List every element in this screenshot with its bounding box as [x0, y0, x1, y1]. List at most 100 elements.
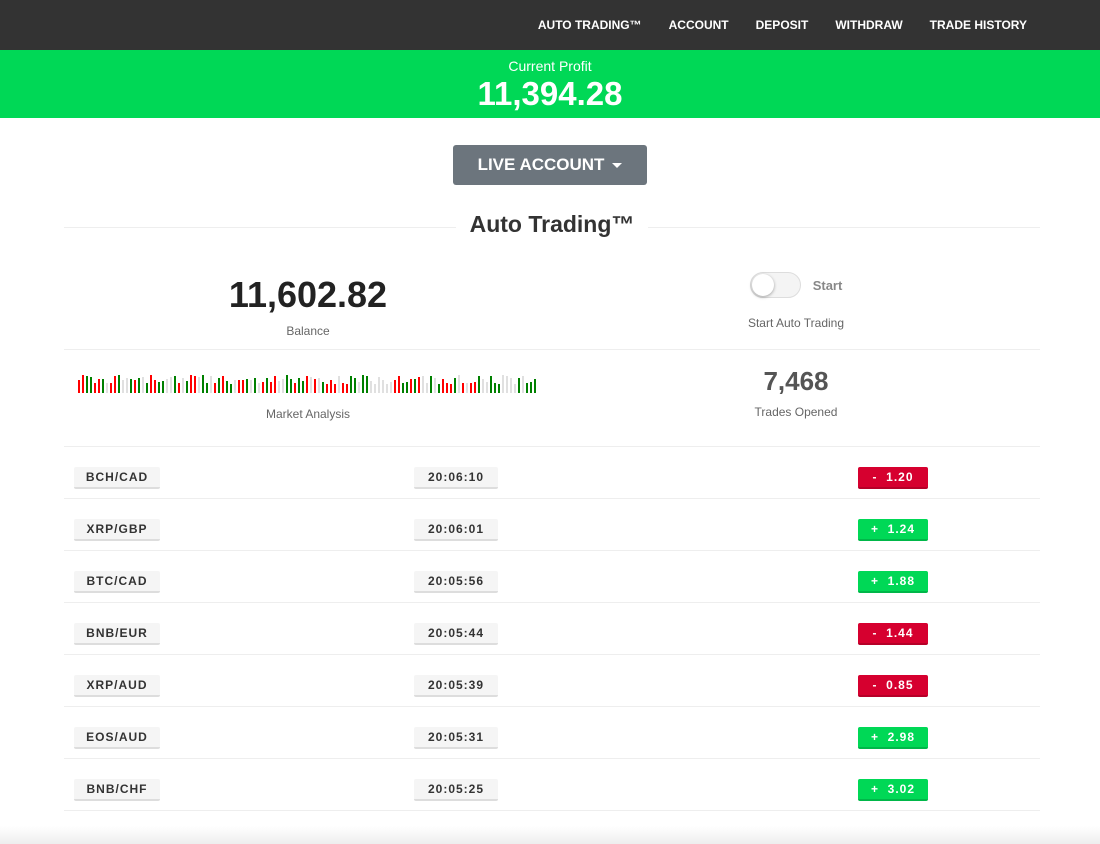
trade-row: BTC/CAD 20:05:56 + 1.88: [64, 551, 1040, 603]
market-bar: [134, 380, 136, 393]
trade-time: 20:06:01: [414, 519, 498, 541]
market-bar: [250, 380, 252, 393]
market-bar: [490, 376, 492, 393]
market-bar: [298, 378, 300, 393]
auto-trading-label: Start Auto Trading: [747, 316, 845, 330]
market-bar: [170, 377, 172, 393]
market-bar: [498, 384, 500, 393]
market-bar: [534, 379, 536, 393]
account-label: LIVE ACCOUNT: [477, 155, 605, 174]
market-bar: [370, 381, 372, 393]
market-bar: [314, 379, 316, 393]
live-account-dropdown[interactable]: LIVE ACCOUNT: [453, 145, 647, 185]
market-bar: [102, 379, 104, 393]
market-analysis-label: Market Analysis: [265, 407, 351, 421]
market-bar: [386, 384, 388, 393]
market-bar: [310, 377, 312, 393]
market-bar: [406, 382, 408, 393]
trade-change: - 1.44: [858, 623, 928, 645]
nav-deposit[interactable]: DEPOSIT: [755, 18, 809, 32]
market-bar: [258, 383, 260, 393]
market-bar: [346, 384, 348, 393]
market-bar: [110, 383, 112, 393]
auto-trading-toggle[interactable]: [749, 272, 801, 298]
market-bar: [482, 379, 484, 393]
trade-row: XRP/GBP 20:06:01 + 1.24: [64, 499, 1040, 551]
trade-time: 20:05:56: [414, 571, 498, 593]
market-bar: [186, 381, 188, 393]
balance-value: 11,602.82: [228, 274, 388, 315]
nav-trade-history[interactable]: TRADE HISTORY: [929, 18, 1027, 32]
market-bar: [142, 377, 144, 393]
nav-auto-trading[interactable]: AUTO TRADING™: [537, 18, 642, 32]
market-bar: [234, 380, 236, 393]
trade-pair: BCH/CAD: [74, 467, 160, 489]
market-bar: [330, 380, 332, 393]
trades-list: BCH/CAD 20:06:10 - 1.20 XRP/GBP 20:06:01 …: [64, 447, 1040, 811]
market-bar: [194, 376, 196, 393]
market-bar: [154, 380, 156, 393]
market-bar: [318, 378, 320, 393]
trade-change: + 1.24: [858, 519, 928, 541]
market-bar: [118, 375, 120, 393]
nav-account[interactable]: ACCOUNT: [668, 18, 729, 32]
trade-change: + 1.88: [858, 571, 928, 593]
market-bar: [150, 375, 152, 393]
market-bar: [442, 379, 444, 393]
market-bar: [474, 382, 476, 393]
market-bar: [466, 383, 468, 393]
market-bar: [478, 376, 480, 393]
trade-time: 20:06:10: [414, 467, 498, 489]
profit-banner: Current Profit 11,394.28: [0, 50, 1100, 118]
market-bar: [414, 379, 416, 393]
bottom-fade: [0, 826, 1100, 844]
market-bar: [334, 384, 336, 393]
market-bar: [306, 376, 308, 393]
profit-value: 11,394.28: [477, 75, 623, 112]
market-bar: [246, 379, 248, 393]
market-bar: [410, 379, 412, 393]
market-bar: [510, 378, 512, 393]
market-bar: [218, 378, 220, 393]
nav-withdraw[interactable]: WITHDRAW: [835, 18, 903, 32]
trade-time: 20:05:25: [414, 779, 498, 801]
market-bar: [230, 384, 232, 393]
market-bar: [214, 383, 216, 393]
market-bar: [458, 375, 460, 393]
market-bar: [378, 377, 380, 393]
trade-time: 20:05:31: [414, 727, 498, 749]
market-bar: [122, 380, 124, 393]
market-bar: [94, 383, 96, 393]
market-bar: [174, 376, 176, 393]
market-bar: [450, 384, 452, 393]
market-bar: [402, 383, 404, 393]
top-nav: AUTO TRADING™ ACCOUNT DEPOSIT WITHDRAW T…: [0, 0, 1100, 50]
market-bar: [182, 378, 184, 393]
market-bar: [342, 383, 344, 393]
market-bar: [302, 381, 304, 393]
market-bar: [530, 382, 532, 393]
market-bar: [326, 384, 328, 393]
market-bar: [198, 377, 200, 393]
market-bar: [202, 375, 204, 393]
profit-label: Current Profit: [508, 58, 592, 74]
trade-time: 20:05:44: [414, 623, 498, 645]
market-bar: [130, 379, 132, 393]
market-analysis-chart: [78, 373, 538, 393]
market-bar: [242, 380, 244, 393]
trade-pair: XRP/AUD: [74, 675, 160, 697]
market-bar: [238, 380, 240, 393]
toggle-label: Start: [812, 277, 843, 293]
trade-change: - 0.85: [858, 675, 928, 697]
market-bar: [322, 382, 324, 393]
balance-label: Balance: [286, 324, 330, 338]
market-bar: [162, 381, 164, 393]
market-bar: [226, 381, 228, 393]
trade-change: - 1.20: [858, 467, 928, 489]
market-bar: [106, 383, 108, 393]
market-bar: [278, 381, 280, 393]
market-bar: [462, 383, 464, 393]
market-bar: [222, 376, 224, 393]
trade-time: 20:05:39: [414, 675, 498, 697]
market-bar: [454, 378, 456, 393]
